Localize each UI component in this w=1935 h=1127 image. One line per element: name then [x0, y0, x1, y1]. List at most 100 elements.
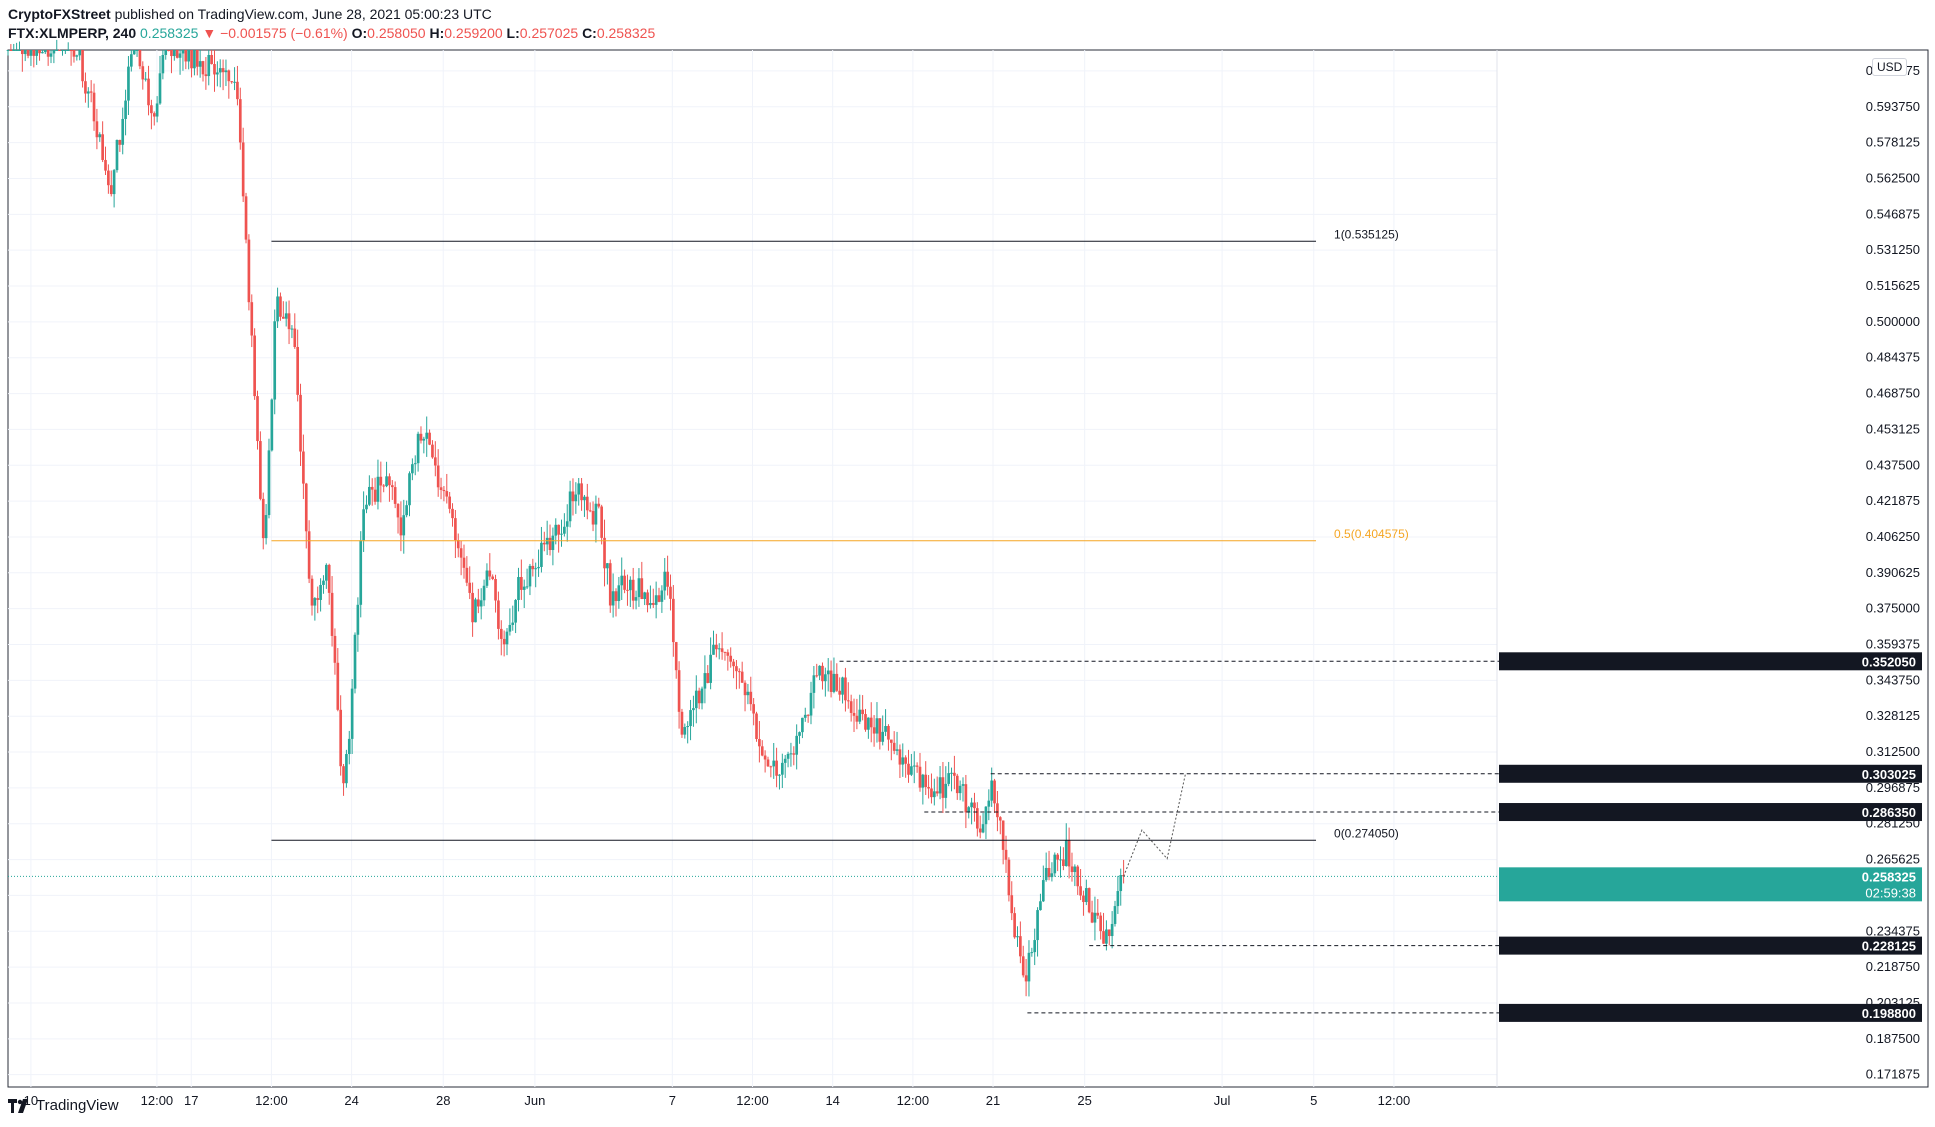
candle-body — [628, 579, 632, 591]
candle-body — [313, 598, 317, 606]
candle-body — [155, 103, 159, 117]
candle-body — [167, 50, 170, 51]
candle-body — [198, 61, 202, 67]
candle-body — [548, 537, 552, 551]
candle-body — [459, 548, 463, 558]
candle-body — [230, 81, 234, 83]
footer-brand[interactable]: TradingView — [8, 1097, 119, 1114]
candle-body — [591, 511, 595, 525]
candle-body — [646, 592, 649, 606]
y-tick-label: 0.234375 — [1866, 923, 1920, 938]
candle-body — [78, 50, 82, 56]
candle-body — [81, 50, 84, 82]
y-tick-label: 0.562500 — [1866, 170, 1920, 185]
chart-frame — [7, 49, 1929, 1088]
x-tick-label: 28 — [436, 1093, 450, 1108]
level-price-label: 0.286350 — [1862, 805, 1916, 820]
candle-body — [293, 328, 297, 347]
candle-body — [935, 791, 939, 794]
candle-body — [210, 54, 213, 65]
candle-body — [1039, 901, 1042, 911]
level-price-label: 0.352050 — [1862, 654, 1916, 669]
currency-badge[interactable]: USD — [1872, 58, 1908, 76]
footer-brand-label: TradingView — [36, 1097, 119, 1114]
candle-body — [683, 727, 687, 735]
candle-body — [1107, 929, 1111, 937]
candle-body — [829, 670, 833, 692]
candle-body — [551, 535, 555, 551]
candle-body — [1019, 936, 1022, 957]
y-tick-label: 0.296875 — [1866, 780, 1920, 795]
candle-body — [290, 328, 294, 330]
candle-body — [6, 50, 10, 51]
candle-body — [660, 590, 664, 602]
candle-body — [368, 486, 371, 505]
candle-body — [147, 78, 150, 106]
candle-body — [749, 691, 753, 705]
candle-body — [428, 432, 431, 445]
low-label: L: — [506, 25, 520, 41]
candle-body — [617, 585, 621, 602]
candle-body — [324, 564, 328, 581]
candle-body — [534, 568, 538, 570]
candle-body — [253, 335, 256, 397]
candle-body — [494, 579, 497, 601]
candle-body — [740, 671, 744, 683]
candle-body — [55, 50, 59, 51]
candle-body — [178, 53, 182, 58]
candle-body — [803, 714, 807, 718]
candle-body — [775, 760, 778, 776]
candle-body — [442, 489, 446, 492]
candle-body — [640, 578, 644, 600]
candle-body — [89, 91, 93, 93]
candle-body — [680, 711, 684, 735]
candle-body — [950, 772, 953, 774]
y-tick-label: 0.390625 — [1866, 565, 1920, 580]
candle-body — [193, 50, 196, 69]
current-price-tag — [1499, 867, 1922, 902]
x-tick-label: 12:00 — [897, 1093, 930, 1108]
y-tick-label: 0.406250 — [1866, 529, 1920, 544]
candle-body — [488, 570, 492, 577]
candle-body — [990, 780, 994, 801]
candle-body — [953, 772, 956, 776]
candle-body — [310, 578, 314, 606]
candle-body — [844, 677, 847, 701]
candle-body — [692, 708, 695, 711]
candle-body — [456, 540, 460, 549]
candle-body — [342, 766, 345, 784]
symbol-label[interactable]: FTX:XLMPERP, 240 — [8, 25, 137, 41]
candle-body — [190, 50, 193, 69]
candle-body — [350, 688, 354, 739]
candle-body — [930, 788, 933, 798]
candle-body — [373, 489, 377, 502]
candle-body — [365, 504, 368, 510]
open-label: O: — [351, 25, 368, 41]
candle-body — [717, 648, 721, 650]
candle-body — [758, 739, 761, 747]
candle-body — [236, 81, 239, 100]
candle-body — [1110, 923, 1114, 937]
candle-body — [1033, 940, 1037, 953]
candle-body — [316, 598, 320, 600]
candle-body — [402, 515, 406, 536]
candle-body — [620, 575, 624, 586]
candle-body — [778, 774, 781, 776]
candle-body — [603, 537, 606, 569]
candle-body — [1099, 915, 1102, 932]
level-price-tag — [1499, 803, 1922, 822]
candle-body — [677, 670, 681, 712]
candle-body — [766, 759, 770, 767]
candle-body — [170, 50, 173, 57]
candle-body — [164, 50, 168, 55]
candle-body — [184, 50, 188, 62]
candle-body — [746, 691, 750, 696]
candle-body — [528, 565, 532, 587]
candle-body — [1004, 849, 1008, 860]
y-tick-label: 0.359375 — [1866, 636, 1920, 651]
candle-body — [663, 571, 667, 591]
candle-body — [626, 589, 629, 591]
candle-body — [161, 54, 165, 74]
candle-body — [287, 313, 291, 330]
